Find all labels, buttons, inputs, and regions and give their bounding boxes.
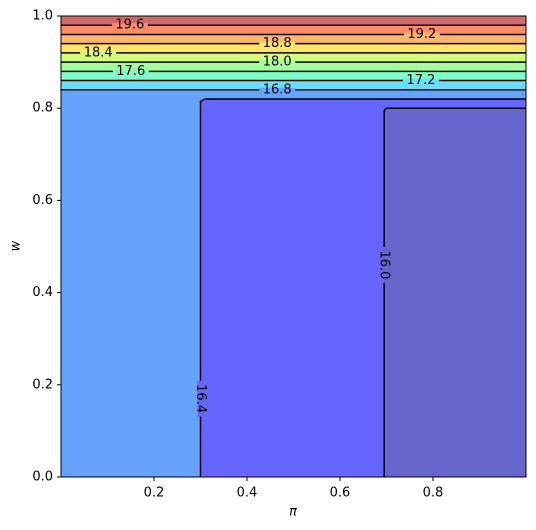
contour-label: 18.0 <box>263 55 292 70</box>
x-tick-label: 0.6 <box>330 486 351 501</box>
x-axis-title: π <box>289 505 297 520</box>
y-tick-label: 0.4 <box>32 285 53 300</box>
contour-line <box>199 98 526 477</box>
label-gap <box>259 41 296 46</box>
contour-label: 19.6 <box>115 18 144 33</box>
contour-label: 18.8 <box>263 36 292 51</box>
y-tick-label: 1.0 <box>32 9 53 24</box>
label-gap <box>403 32 440 37</box>
y-axis-title: w <box>9 240 24 251</box>
contour-label: 17.2 <box>406 73 435 88</box>
label-gap <box>259 87 296 92</box>
label-gap <box>381 246 388 283</box>
label-gap <box>112 69 149 74</box>
y-tick-label: 0.8 <box>32 101 53 116</box>
y-tick-label: 0.6 <box>32 193 53 208</box>
y-tick-label: 0.2 <box>32 377 53 392</box>
contour-label: 16.8 <box>263 82 292 97</box>
x-tick-label: 0.4 <box>237 486 258 501</box>
label-gap <box>80 50 117 55</box>
label-gap <box>197 380 204 417</box>
contour-label: 19.2 <box>407 27 436 42</box>
x-tick-label: 0.8 <box>423 486 444 501</box>
y-tick-label: 0.0 <box>32 470 53 485</box>
contour-line <box>383 107 526 477</box>
contour-label: 16.4 <box>193 384 208 413</box>
contour-band <box>61 108 526 477</box>
label-gap <box>111 23 148 28</box>
contour-label: 16.0 <box>377 250 392 279</box>
plot-frame <box>60 15 527 478</box>
plot-area: 19.6 19.2 18.8 18.4 18.0 17.6 17.2 16.8 16.4 16.0 <box>61 16 526 477</box>
label-gap <box>402 78 439 83</box>
label-gap <box>259 60 296 65</box>
contour-label: 17.6 <box>116 64 145 79</box>
x-tick-label: 0.2 <box>144 486 165 501</box>
contour-label: 18.4 <box>84 45 113 60</box>
